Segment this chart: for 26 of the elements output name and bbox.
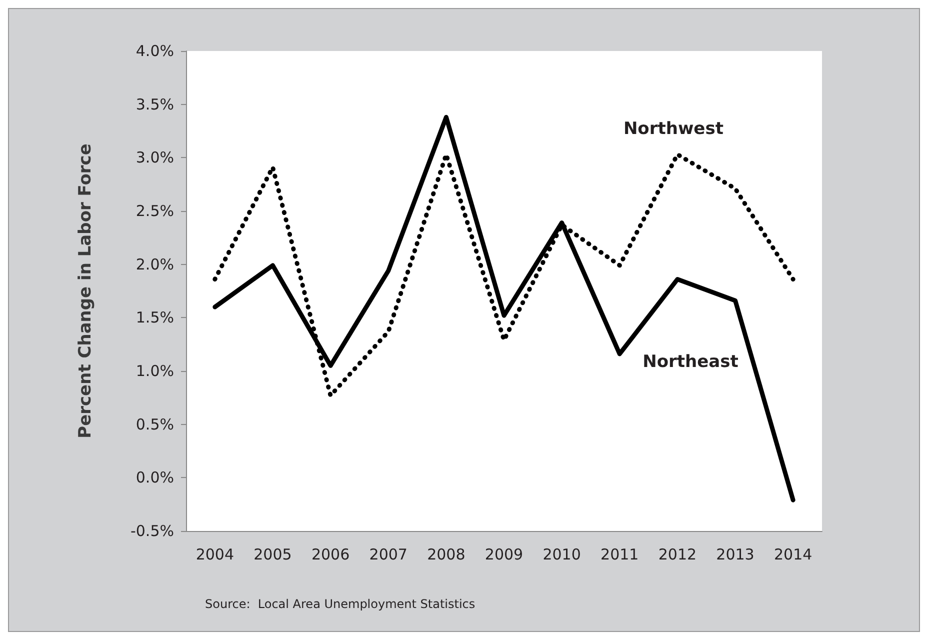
x-tick-label: 2010 xyxy=(542,546,581,564)
x-tick-label: 2009 xyxy=(484,546,524,564)
x-tick-label: 2013 xyxy=(716,546,754,564)
series-label: Northeast xyxy=(642,352,738,372)
y-tick-label: 0.5% xyxy=(136,415,174,434)
x-tick-label: 2012 xyxy=(658,546,697,564)
x-tick-label: 2004 xyxy=(196,546,234,564)
x-tick-label: 2011 xyxy=(600,546,639,564)
x-tick-label: 2008 xyxy=(427,546,466,564)
y-tick-label: 0.0% xyxy=(136,468,174,487)
y-tick-label: 2.5% xyxy=(136,202,174,220)
x-tick-label: 2005 xyxy=(254,546,292,564)
y-tick-label: 3.0% xyxy=(136,148,174,167)
source-note: Source: Local Area Unemployment Statistics xyxy=(205,597,476,611)
y-tick-label: 1.0% xyxy=(136,362,174,380)
x-tick-label: 2014 xyxy=(774,546,812,564)
y-tick-label: -0.5% xyxy=(130,522,174,540)
y-tick-label: 3.5% xyxy=(136,95,174,114)
series-label: Northwest xyxy=(623,118,724,139)
y-tick-label: 4.0% xyxy=(136,42,174,60)
x-tick-label: 2007 xyxy=(369,546,408,564)
line-series xyxy=(212,114,796,502)
y-tick-label: 2.0% xyxy=(136,255,174,274)
y-axis-title: Percent Change in Labor Force xyxy=(76,144,96,438)
x-tick-label: 2006 xyxy=(311,546,350,564)
y-tick-label: 1.5% xyxy=(136,308,174,327)
